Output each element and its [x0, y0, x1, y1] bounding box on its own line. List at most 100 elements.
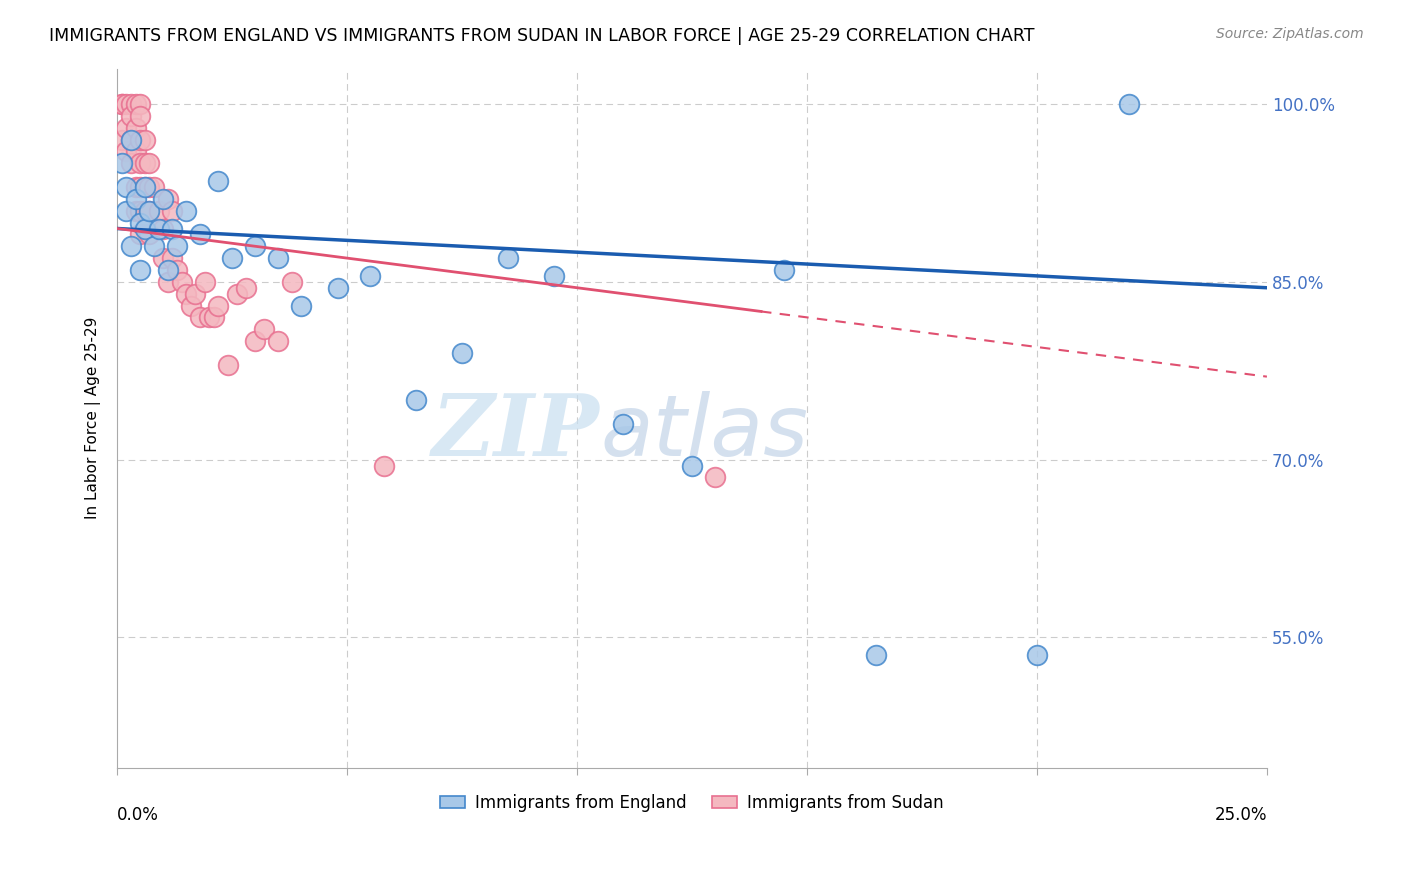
Point	[152, 251, 174, 265]
Point	[235, 281, 257, 295]
Point	[134, 156, 156, 170]
Point	[245, 334, 267, 348]
Point	[129, 216, 152, 230]
Point	[359, 268, 381, 283]
Point	[162, 203, 184, 218]
Point	[143, 180, 166, 194]
Point	[225, 286, 247, 301]
Point	[773, 263, 796, 277]
Point	[207, 299, 229, 313]
Point	[115, 203, 138, 218]
Text: 25.0%: 25.0%	[1215, 806, 1267, 824]
Point	[129, 133, 152, 147]
Point	[202, 310, 225, 325]
Point	[207, 174, 229, 188]
Point	[451, 346, 474, 360]
Point	[134, 180, 156, 194]
Point	[1118, 97, 1140, 112]
Point	[120, 133, 142, 147]
Point	[194, 275, 217, 289]
Text: Source: ZipAtlas.com: Source: ZipAtlas.com	[1216, 27, 1364, 41]
Point	[120, 109, 142, 123]
Point	[217, 358, 239, 372]
Point	[156, 263, 179, 277]
Point	[174, 203, 197, 218]
Point	[166, 239, 188, 253]
Point	[120, 156, 142, 170]
Point	[1026, 648, 1049, 662]
Point	[120, 133, 142, 147]
Point	[148, 203, 170, 218]
Point	[115, 97, 138, 112]
Point	[281, 275, 304, 289]
Point	[124, 192, 146, 206]
Point	[148, 221, 170, 235]
Point	[124, 97, 146, 112]
Point	[221, 251, 243, 265]
Point	[143, 239, 166, 253]
Point	[134, 221, 156, 235]
Point	[405, 393, 427, 408]
Point	[129, 180, 152, 194]
Point	[156, 275, 179, 289]
Point	[543, 268, 565, 283]
Point	[129, 156, 152, 170]
Point	[162, 221, 184, 235]
Point	[188, 310, 211, 325]
Point	[290, 299, 312, 313]
Point	[120, 239, 142, 253]
Text: 0.0%: 0.0%	[117, 806, 159, 824]
Point	[120, 97, 142, 112]
Point	[245, 239, 267, 253]
Point	[134, 203, 156, 218]
Point	[129, 203, 152, 218]
Point	[326, 281, 349, 295]
Point	[174, 286, 197, 301]
Point	[129, 97, 152, 112]
Point	[865, 648, 887, 662]
Point	[198, 310, 221, 325]
Point	[124, 180, 146, 194]
Text: IMMIGRANTS FROM ENGLAND VS IMMIGRANTS FROM SUDAN IN LABOR FORCE | AGE 25-29 CORR: IMMIGRANTS FROM ENGLAND VS IMMIGRANTS FR…	[49, 27, 1035, 45]
Point	[134, 133, 156, 147]
Point	[138, 203, 160, 218]
Point	[115, 145, 138, 159]
Point	[180, 299, 202, 313]
Text: atlas: atlas	[600, 391, 808, 474]
Point	[170, 275, 193, 289]
Point	[162, 251, 184, 265]
Point	[253, 322, 276, 336]
Point	[111, 133, 134, 147]
Point	[111, 97, 134, 112]
Point	[681, 458, 703, 473]
Point	[129, 227, 152, 242]
Point	[496, 251, 519, 265]
Point	[612, 417, 634, 431]
Point	[115, 120, 138, 135]
Point	[156, 192, 179, 206]
Point	[184, 286, 207, 301]
Point	[138, 227, 160, 242]
Point	[152, 221, 174, 235]
Point	[373, 458, 395, 473]
Point	[111, 97, 134, 112]
Point	[111, 156, 134, 170]
Point	[152, 192, 174, 206]
Y-axis label: In Labor Force | Age 25-29: In Labor Force | Age 25-29	[86, 317, 101, 519]
Point	[124, 203, 146, 218]
Text: ZIP: ZIP	[432, 391, 600, 474]
Point	[138, 156, 160, 170]
Point	[124, 120, 146, 135]
Point	[129, 263, 152, 277]
Point	[166, 263, 188, 277]
Point	[115, 180, 138, 194]
Legend: Immigrants from England, Immigrants from Sudan: Immigrants from England, Immigrants from…	[434, 788, 950, 819]
Point	[267, 334, 290, 348]
Point	[267, 251, 290, 265]
Point	[704, 470, 727, 484]
Point	[138, 180, 160, 194]
Point	[124, 145, 146, 159]
Point	[134, 180, 156, 194]
Point	[129, 109, 152, 123]
Point	[138, 203, 160, 218]
